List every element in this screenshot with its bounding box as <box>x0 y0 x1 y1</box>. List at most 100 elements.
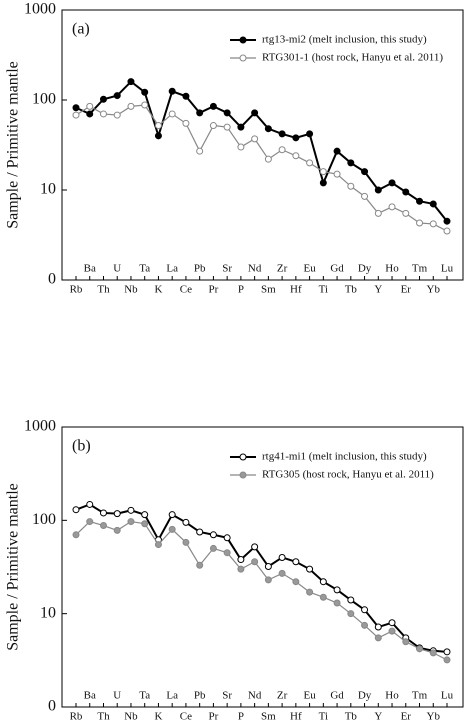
x-tick-label: Zr <box>277 263 288 275</box>
data-point <box>319 593 327 601</box>
data-point <box>72 104 80 112</box>
x-tick-label: Dy <box>358 263 372 275</box>
data-point <box>168 87 176 95</box>
x-tick-label: La <box>166 690 178 702</box>
y-tick-label: 1000 <box>24 1 56 18</box>
data-point <box>443 656 451 664</box>
data-point <box>416 219 424 227</box>
x-tick-label: Pr <box>209 284 219 296</box>
data-point <box>361 621 369 629</box>
x-tick-label: U <box>113 263 121 275</box>
x-tick-label: Y <box>374 284 382 296</box>
data-point <box>196 528 204 536</box>
series-line <box>75 104 448 232</box>
y-tick-label: 10 <box>40 604 56 621</box>
data-point <box>443 217 451 225</box>
x-tick-label: Ta <box>139 690 150 702</box>
data-point <box>292 134 300 142</box>
data-point <box>209 544 217 552</box>
data-point <box>154 132 162 140</box>
data-point <box>443 227 451 235</box>
x-tick-label: Tm <box>412 263 428 275</box>
x-tick-label: Y <box>374 711 382 723</box>
x-tick-label: Nd <box>248 263 262 275</box>
data-point <box>127 506 135 514</box>
data-point <box>196 147 204 155</box>
data-point <box>99 95 107 103</box>
data-point <box>127 102 135 110</box>
data-point <box>416 645 424 653</box>
x-tick-label: Ce <box>180 711 192 723</box>
data-point <box>86 110 94 118</box>
data-point <box>443 648 451 656</box>
y-tick-label: 0 <box>48 271 56 288</box>
data-point <box>402 188 410 196</box>
data-point <box>306 130 314 138</box>
x-tick-label: Dy <box>358 690 372 702</box>
legend-marker <box>239 471 247 479</box>
data-point <box>361 192 369 200</box>
x-tick-label: Rb <box>70 284 83 296</box>
data-point <box>99 110 107 118</box>
data-point <box>347 159 355 167</box>
data-point <box>127 78 135 86</box>
y-tick-label: 0 <box>48 698 56 715</box>
x-tick-label: Er <box>401 711 412 723</box>
data-point <box>237 556 245 564</box>
data-point <box>113 111 121 119</box>
data-point <box>388 619 396 627</box>
data-point <box>361 606 369 614</box>
x-tick-label: Th <box>97 284 110 296</box>
y-axis-label: Sample / Primitive mantle <box>5 61 22 229</box>
data-point <box>319 168 327 176</box>
x-tick-label: U <box>113 690 121 702</box>
x-tick-label: Nd <box>248 690 262 702</box>
x-tick-label: Pb <box>194 263 206 275</box>
x-tick-label: Tm <box>412 690 428 702</box>
data-point <box>278 569 286 577</box>
x-tick-label: Sr <box>222 263 232 275</box>
data-point <box>196 561 204 569</box>
data-point <box>416 197 424 205</box>
x-tick-label: Tb <box>345 284 358 296</box>
data-point <box>429 220 437 228</box>
y-tick-label: 10 <box>40 181 56 198</box>
data-point <box>154 122 162 130</box>
data-point <box>306 565 314 573</box>
data-point <box>264 576 272 584</box>
y-tick-label: 1000 <box>24 418 56 435</box>
data-point <box>333 586 341 594</box>
data-point <box>72 506 80 514</box>
data-point <box>196 109 204 117</box>
data-point <box>374 623 382 631</box>
data-point <box>237 143 245 151</box>
data-point <box>141 511 149 519</box>
x-tick-label: Th <box>97 711 110 723</box>
data-point <box>99 509 107 517</box>
x-tick-label: Pr <box>209 711 219 723</box>
legend-label: RTG305 (host rock, Hanyu et al. 2011) <box>262 469 434 481</box>
x-tick-label: Zr <box>277 690 288 702</box>
data-point <box>209 122 217 130</box>
legend-label: rtg41-mi1 (melt inclusion, this study) <box>262 451 427 463</box>
data-point <box>113 92 121 100</box>
data-point <box>361 168 369 176</box>
x-tick-label: Ta <box>139 263 150 275</box>
data-point <box>72 531 80 539</box>
data-point <box>168 110 176 118</box>
x-tick-label: Ti <box>319 711 328 723</box>
data-point <box>99 522 107 530</box>
x-tick-label: Eu <box>303 690 316 702</box>
data-point <box>86 518 94 526</box>
x-tick-label: K <box>154 284 162 296</box>
data-point <box>168 511 176 519</box>
series-line <box>75 80 448 222</box>
x-tick-label: Sm <box>261 284 276 296</box>
data-point <box>333 599 341 607</box>
y-axis-label: Sample / Primitive mantle <box>5 483 22 651</box>
data-point <box>251 558 259 566</box>
y-tick-label: 100 <box>32 511 56 528</box>
legend-label: RTG301-1 (host rock, Hanyu et al. 2011) <box>262 52 443 64</box>
data-point <box>374 209 382 217</box>
x-tick-label: Yb <box>427 284 441 296</box>
